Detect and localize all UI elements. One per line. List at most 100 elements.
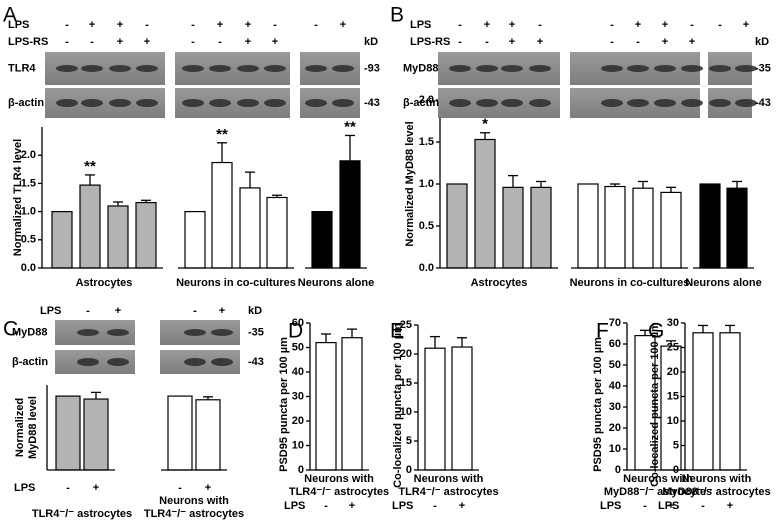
bar — [474, 138, 496, 269]
condition-sign: - — [65, 36, 69, 48]
condition-sign: - — [610, 19, 614, 31]
y-tick-label: 10 — [667, 415, 679, 427]
group-label: Neurons with — [414, 473, 484, 485]
condition-sign: + — [668, 500, 674, 512]
panel-letter: D — [288, 320, 303, 343]
blot-band — [81, 99, 103, 107]
bar — [604, 185, 626, 269]
panel-letter: G — [648, 320, 664, 343]
y-axis-label: Co-localized puncta per 100 µm — [392, 323, 404, 488]
y-tick-label: 10 — [609, 443, 621, 455]
blot-label: β-actin — [12, 356, 48, 368]
panel-letter: C — [3, 318, 18, 341]
group-label: TLR4⁻/⁻ astrocytes — [32, 508, 132, 520]
y-tick-label: 15 — [400, 377, 412, 389]
blot-band — [237, 65, 259, 72]
bar — [451, 346, 473, 471]
group-label: MyD88⁻/⁻ astrocytes — [662, 486, 770, 498]
condition-sign: - — [701, 500, 705, 512]
blot-label: β-actin — [8, 97, 44, 109]
y-tick-label: 1.5 — [419, 136, 434, 148]
group-label: Neurons in co-cultures — [570, 277, 690, 289]
blot-band — [735, 65, 757, 72]
bar — [239, 187, 261, 269]
condition-name: LPS — [40, 305, 61, 317]
condition-sign: + — [117, 36, 123, 48]
blot-band — [211, 329, 233, 336]
blot-band — [709, 99, 731, 107]
group-label: TLR4⁻/⁻ astrocytes — [398, 486, 498, 498]
condition-sign: - — [433, 500, 437, 512]
blot-band — [211, 358, 233, 366]
y-tick-label: 20 — [667, 366, 679, 378]
group-label: Neurons with — [623, 473, 693, 485]
y-tick-label: 0 — [298, 464, 304, 476]
panel-letter: B — [390, 4, 404, 27]
y-axis-label: Normalized TLR4 level — [12, 139, 24, 256]
condition-name: LPS — [410, 19, 431, 31]
blot-band — [735, 99, 757, 107]
blot-band — [264, 65, 286, 72]
blot-band — [209, 99, 231, 107]
bar — [79, 184, 101, 269]
condition-sign: - — [643, 500, 647, 512]
group-label: Neurons with — [159, 495, 229, 507]
bar — [55, 395, 81, 471]
y-tick-label: 70 — [609, 317, 621, 329]
bar — [424, 347, 446, 471]
condition-sign: - — [610, 36, 614, 48]
blot-band — [501, 99, 523, 107]
blot-kd: -35 — [755, 62, 771, 74]
y-tick-label: 2.0 — [419, 94, 434, 106]
blot-kd: -43 — [755, 97, 771, 109]
blot-band — [529, 65, 551, 72]
group-label: MyD88⁻/⁻ astrocytes — [604, 486, 712, 498]
panel-letter: E — [390, 320, 404, 343]
bar — [341, 337, 363, 471]
condition-sign: - — [191, 36, 195, 48]
condition-sign: + — [93, 482, 99, 494]
y-axis-label: PSD95 puncta per 100 µm — [278, 337, 290, 472]
condition-sign: + — [537, 36, 543, 48]
y-axis-label: Co-localized puncta per 100 µm — [649, 322, 661, 487]
blot-band — [476, 99, 498, 107]
blot-band — [107, 358, 129, 366]
y-axis-label: PSD95 puncta per 100 µm — [592, 337, 604, 472]
group-label: Astrocytes — [471, 277, 528, 289]
condition-sign: - — [718, 19, 722, 31]
condition-sign: + — [689, 36, 695, 48]
condition-sign: + — [662, 36, 668, 48]
group-label: Neurons with — [682, 473, 752, 485]
y-tick-label: 0.0 — [21, 262, 36, 274]
y-axis-label: Normalized — [14, 398, 26, 457]
y-tick-label: 60 — [609, 338, 621, 350]
y-tick-label: 50 — [609, 359, 621, 371]
blot-band — [182, 99, 204, 107]
blot-band — [476, 65, 498, 72]
condition-sign: + — [205, 482, 211, 494]
group-label: Neurons alone — [685, 277, 761, 289]
y-tick-label: 0.0 — [419, 262, 434, 274]
blot-kd: -43 — [248, 356, 264, 368]
condition-sign: - — [90, 36, 94, 48]
bar — [530, 186, 552, 269]
blot-band — [449, 99, 471, 107]
condition-sign: - — [218, 36, 222, 48]
condition-sign: + — [245, 19, 251, 31]
y-tick-label: 40 — [609, 380, 621, 392]
group-label: Neurons in co-cultures — [176, 277, 296, 289]
condition-sign: - — [636, 36, 640, 48]
significance: * — [482, 116, 488, 133]
blot-band — [449, 65, 471, 72]
blot-band — [136, 65, 158, 72]
condition-name: LPS — [284, 500, 305, 512]
kd-label: kD — [755, 36, 769, 48]
y-tick-label: 5 — [673, 439, 679, 451]
blot-label: β-actin — [403, 97, 439, 109]
bar — [502, 186, 524, 269]
condition-sign: + — [509, 36, 515, 48]
blot-band — [56, 65, 78, 72]
condition-sign: + — [662, 19, 668, 31]
condition-sign: + — [89, 19, 95, 31]
